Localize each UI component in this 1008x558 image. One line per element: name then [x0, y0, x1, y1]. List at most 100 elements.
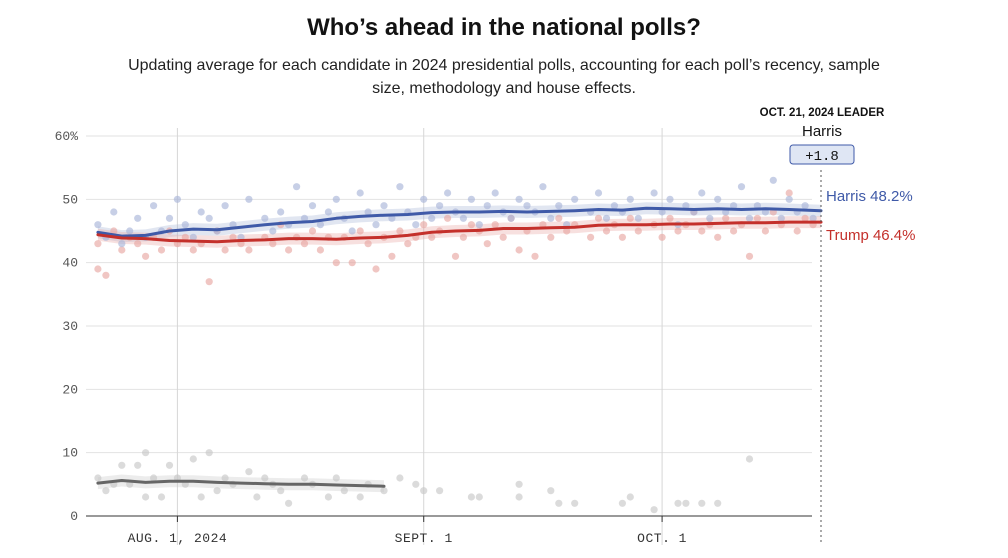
harris-poll-dot [126, 227, 134, 235]
harris-poll-dot [189, 233, 197, 241]
trump-poll-dot [181, 233, 189, 241]
harris-poll-dot [348, 227, 356, 235]
harris-end-label: Harris 48.2% [826, 188, 913, 205]
trump-poll-dot [102, 271, 110, 279]
trump-poll-dot [142, 252, 150, 260]
trump-poll-dot [308, 227, 317, 235]
other-poll-dot [650, 506, 658, 514]
trump-poll-dot [388, 252, 396, 260]
leader-caption: OCT. 21, 2024 LEADER [760, 107, 885, 119]
other-poll-dot [332, 474, 340, 482]
trump-poll-dot [587, 233, 595, 241]
trump-poll-dot [563, 227, 571, 235]
other-poll-dot [261, 474, 269, 482]
x-tick-label: AUG. 1, 2024 [128, 531, 228, 546]
harris-poll-dot [205, 214, 213, 222]
harris-poll-dot [571, 195, 579, 203]
trump-poll-dot [698, 227, 706, 235]
trump-trend-line [96, 220, 823, 244]
harris-poll-dot [324, 208, 332, 216]
trump-poll-dot [555, 214, 563, 222]
harris-poll-dot [698, 189, 706, 197]
trump-poll-dot [602, 227, 611, 235]
other-poll-dot [682, 499, 690, 507]
other-poll-dot [571, 499, 579, 507]
harris-poll-dot [221, 202, 229, 210]
trump-poll-dot [205, 278, 213, 286]
trump-poll-dot [801, 214, 809, 222]
trump-poll-dot [730, 227, 738, 235]
harris-poll-dot [714, 195, 722, 203]
trump-poll-dot [634, 227, 642, 235]
harris-poll-dot [491, 189, 499, 197]
harris-poll-dot [316, 221, 324, 229]
trump-poll-dot [674, 227, 682, 235]
trump-poll-dot [444, 214, 452, 222]
harris-poll-dot [134, 214, 142, 222]
harris-poll-dot [602, 214, 611, 222]
other-poll-dot [189, 455, 197, 463]
other-poll-dot [420, 487, 428, 495]
trump-end-label: Trump 46.4% [826, 227, 915, 244]
y-tick-label: 10 [62, 446, 78, 461]
trump-poll-dot [269, 240, 277, 248]
other-poll-dot [515, 493, 523, 501]
trump-poll-dot [404, 240, 412, 248]
trump-poll-dot [793, 227, 801, 235]
harris-poll-dot [785, 195, 793, 203]
other-poll-dot [221, 474, 229, 482]
other-poll-dot [618, 499, 627, 507]
y-tick-label: 30 [62, 319, 78, 334]
chart-title: Who’s ahead in the national polls? [307, 14, 701, 41]
other-poll-dot [94, 474, 102, 482]
other-poll-dot [165, 461, 174, 469]
trump-poll-dot [348, 259, 356, 267]
trump-poll-dot [753, 214, 762, 222]
trump-poll-dot [157, 246, 166, 254]
trump-poll-dot [189, 246, 197, 254]
trump-poll-dot [714, 233, 722, 241]
trump-poll-dot [229, 233, 237, 241]
harris-poll-dot [706, 214, 714, 222]
harris-poll-dot [110, 208, 118, 216]
harris-poll-dot [547, 214, 555, 222]
harris-poll-dot [634, 214, 642, 222]
other-poll-dot [698, 499, 706, 507]
other-poll-dot [277, 487, 285, 495]
trump-poll-dot [722, 214, 730, 222]
trump-poll-dot [483, 240, 491, 248]
x-tick-label: SEPT. 1 [395, 531, 453, 546]
harris-poll-dot [483, 202, 491, 210]
trump-poll-dot [658, 233, 666, 241]
other-poll-dot [253, 493, 261, 501]
trump-poll-dot [515, 246, 523, 254]
trend-lines [96, 206, 823, 488]
trump-poll-dot [428, 233, 436, 241]
trump-poll-dot [491, 221, 499, 229]
leader-annotation: OCT. 21, 2024 LEADER Harris +1.8 [760, 107, 885, 165]
harris-poll-dot [118, 240, 126, 248]
y-tick-label: 0 [70, 509, 78, 524]
harris-poll-dot [555, 202, 563, 210]
other-poll-dot [356, 493, 364, 501]
x-tick-label: OCT. 1 [637, 531, 687, 546]
harris-poll-dot [173, 195, 181, 203]
harris-poll-dot [428, 214, 436, 222]
trump-poll-dot [118, 246, 126, 254]
trump-poll-dot [110, 227, 118, 235]
harris-poll-dot [300, 214, 309, 222]
harris-poll-dot [610, 202, 619, 210]
harris-poll-dot [745, 214, 754, 222]
harris-poll-dot [308, 202, 317, 210]
harris-poll-dot [380, 202, 388, 210]
harris-poll-dot [150, 202, 158, 210]
harris-poll-dot [769, 176, 777, 184]
trump-poll-dot [285, 246, 293, 254]
other-poll-dot [380, 487, 388, 495]
other-poll-dot [467, 493, 475, 501]
trump-poll-dot [94, 240, 102, 248]
other-poll-dot [102, 487, 110, 495]
trump-poll-dot [547, 233, 555, 241]
trump-poll-dot [785, 189, 793, 197]
trump-poll-dot [451, 252, 460, 260]
